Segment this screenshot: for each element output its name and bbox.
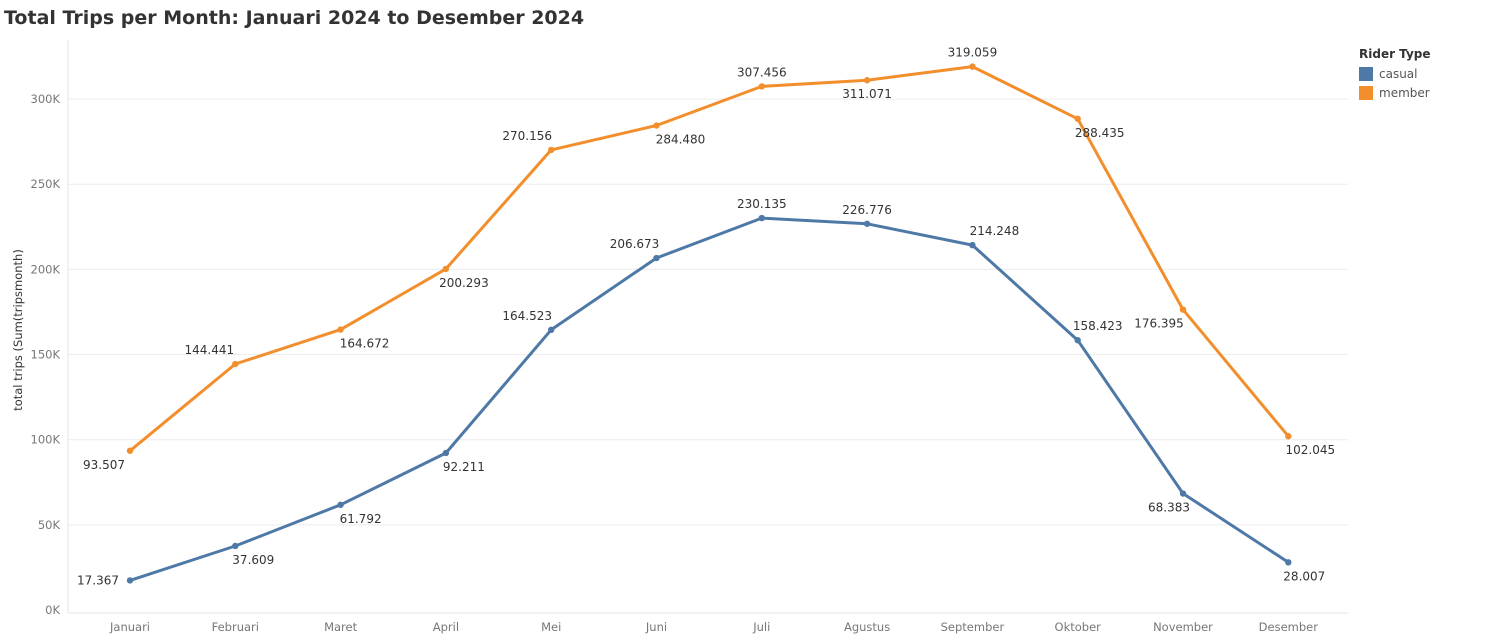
data-point-member	[337, 326, 344, 333]
data-point-casual	[1179, 490, 1187, 497]
y-tick-label: 300K	[31, 92, 61, 106]
data-label-member: 307.456	[737, 65, 787, 79]
data-label-member: 319.059	[948, 46, 998, 60]
data-point-casual	[969, 241, 976, 249]
x-tick-label: Februari	[212, 620, 259, 634]
data-point-member	[758, 83, 765, 90]
data-point-casual	[653, 254, 660, 262]
x-tick-label: November	[1153, 620, 1213, 634]
data-point-member	[442, 265, 450, 273]
data-label-casual: 68.383	[1148, 501, 1190, 515]
x-tick-label: September	[941, 620, 1005, 634]
x-tick-label: Januari	[109, 620, 150, 634]
data-point-casual	[126, 577, 134, 584]
data-point-member	[863, 77, 871, 84]
data-label-casual: 37.609	[232, 553, 274, 567]
data-label-casual: 17.367	[77, 573, 119, 587]
data-point-member	[1179, 306, 1187, 313]
x-tick-label: Maret	[324, 620, 358, 634]
data-label-casual: 158.423	[1073, 319, 1123, 333]
data-label-casual: 206.673	[610, 237, 660, 251]
y-axis-title: total trips (Sum(tripsmonth)	[11, 249, 25, 411]
data-point-member	[232, 360, 239, 368]
data-label-member: 270.156	[502, 129, 552, 143]
data-point-member	[126, 447, 134, 454]
x-tick-label: Juni	[645, 620, 667, 634]
x-tick-label: April	[433, 620, 459, 634]
legend-title: Rider Type	[1359, 47, 1431, 61]
data-label-casual: 28.007	[1283, 569, 1325, 583]
y-tick-label: 0K	[45, 603, 60, 617]
data-label-member: 93.507	[83, 458, 125, 472]
y-tick-label: 250K	[31, 177, 61, 191]
data-point-casual	[548, 326, 555, 334]
legend-label: casual	[1379, 66, 1418, 81]
chart-title: Total Trips per Month: Januari 2024 to D…	[4, 7, 585, 29]
x-tick-label: Desember	[1259, 620, 1319, 634]
y-tick-label: 100K	[31, 433, 61, 447]
data-label-casual: 61.792	[340, 512, 382, 526]
data-label-member: 176.395	[1134, 317, 1184, 331]
data-point-casual	[337, 501, 344, 508]
x-tick-label: Juli	[752, 620, 770, 634]
legend-swatch	[1359, 66, 1373, 81]
data-point-member	[1285, 433, 1292, 440]
series-line-member	[128, 65, 1290, 453]
legend-swatch	[1359, 85, 1373, 100]
legend-item-casual[interactable]: casual	[1359, 64, 1431, 83]
data-point-casual	[442, 449, 450, 457]
data-label-member: 200.293	[439, 276, 489, 290]
data-point-member	[653, 122, 660, 129]
data-label-member: 144.441	[184, 343, 234, 357]
data-point-member	[548, 146, 555, 154]
data-point-member	[1074, 115, 1081, 122]
legend-label: member	[1379, 85, 1430, 100]
data-label-member: 164.672	[340, 337, 390, 351]
data-label-casual: 214.248	[970, 224, 1020, 238]
data-label-member: 284.480	[656, 133, 706, 147]
data-label-casual: 226.776	[842, 203, 892, 217]
data-point-casual	[863, 220, 871, 227]
y-tick-label: 50K	[38, 518, 61, 532]
data-label-casual: 92.211	[443, 460, 485, 474]
x-tick-label: Mei	[541, 620, 561, 634]
data-label-casual: 230.135	[737, 197, 787, 211]
data-label-member: 102.045	[1285, 443, 1335, 457]
data-point-casual	[1285, 559, 1292, 566]
data-label-member: 311.071	[842, 87, 892, 101]
series-line-casual	[128, 216, 1290, 582]
y-tick-label: 150K	[31, 348, 61, 362]
data-point-casual	[758, 214, 765, 222]
data-label-casual: 164.523	[502, 309, 552, 323]
data-label-member: 288.435	[1075, 126, 1125, 140]
x-tick-label: Oktober	[1055, 620, 1102, 634]
data-point-member	[969, 63, 976, 70]
data-point-casual	[232, 542, 239, 550]
legend-item-member[interactable]: member	[1359, 83, 1431, 102]
data-point-casual	[1074, 337, 1081, 344]
x-tick-label: Agustus	[844, 620, 890, 634]
legend: Rider Type casual member	[1359, 47, 1431, 102]
y-tick-label: 200K	[31, 262, 61, 276]
